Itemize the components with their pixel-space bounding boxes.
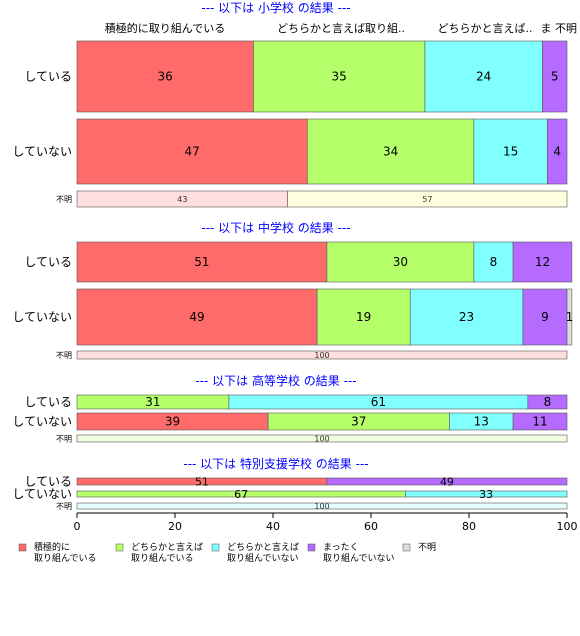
data-label-4-2-2: 67	[234, 488, 248, 501]
data-label-2-1-4: 12	[535, 255, 550, 269]
bar-segment-1-2-2	[306, 118, 475, 185]
column-header-3: どちらかと言えば..	[438, 22, 533, 35]
data-label-2-1-3: 8	[490, 255, 498, 269]
legend-label-line2-3: 取り組んでいない	[227, 552, 299, 564]
panel-title-3: --- 以下は 高等学校 の結果 ---	[195, 373, 356, 388]
bar-segment-3-2-4	[512, 412, 568, 431]
x-tick-label-2: 20	[168, 520, 182, 533]
row-label-4-1: している	[24, 475, 72, 489]
data-label-2-2-4: 9	[541, 310, 549, 324]
data-label-3-1-2: 31	[145, 395, 160, 409]
bar-segment-1-1-2	[253, 40, 426, 113]
data-label-4-1-4: 49	[440, 476, 454, 489]
x-tick-label-5: 80	[462, 520, 476, 533]
data-label-1-1-2: 35	[332, 70, 347, 84]
bar-segment-2-2-3	[409, 288, 524, 346]
data-label-3-2-4: 11	[532, 415, 547, 429]
legend-swatch-2	[115, 543, 124, 552]
column-header-1: 積極的に取り組んでいる	[105, 21, 225, 35]
bar-segment-4-1-4	[326, 477, 568, 486]
data-label-3-2-3: 13	[474, 415, 489, 429]
bar-segment-1-1-4	[542, 40, 568, 113]
row-label-4-2: していない	[12, 487, 72, 501]
data-label-2-3-1: 100	[314, 351, 329, 360]
column-header-4: ま	[541, 22, 552, 35]
legend-label-line1-4: まったく	[323, 542, 359, 553]
bar-segment-2-2-2	[316, 288, 411, 346]
row-label-1-1: している	[24, 70, 72, 84]
data-label-1-1-3: 24	[476, 70, 491, 84]
data-label-4-2-3: 33	[479, 488, 493, 501]
data-label-1-1-4: 5	[551, 70, 559, 84]
bar-segment-2-3-1	[76, 350, 568, 360]
legend-swatch-5	[402, 543, 411, 552]
panel-title-1: --- 以下は 小学校 の結果 ---	[201, 0, 350, 15]
x-tick-label-6: 100	[557, 520, 578, 533]
data-label-1-3-6: 57	[422, 195, 432, 204]
data-label-1-2-4: 4	[553, 145, 561, 159]
x-tick-label-4: 60	[364, 520, 378, 533]
data-label-2-1-2: 30	[393, 255, 408, 269]
legend-label-line1-1: 積極的に	[34, 541, 70, 553]
data-label-4-3-3: 100	[314, 502, 329, 511]
x-tick-label-1: 0	[74, 520, 81, 533]
data-label-2-2-2: 19	[356, 310, 371, 324]
legend-label-line2-2: 取り組んでいる	[131, 552, 194, 564]
panel-title-2: --- 以下は 中学校 の結果 ---	[201, 220, 350, 235]
bar-segment-2-1-4	[512, 241, 573, 283]
data-label-2-2-3: 23	[459, 310, 474, 324]
legend-label-line2-1: 取り組んでいる	[34, 552, 97, 564]
legend-label-line2-4: 取り組んでいない	[323, 552, 395, 564]
data-label-1-3-1: 43	[177, 195, 187, 204]
data-label-1-1-1: 36	[158, 70, 173, 84]
bar-segment-1-3-6	[287, 190, 568, 208]
legend-swatch-3	[211, 543, 220, 552]
data-label-3-1-3: 61	[371, 395, 386, 409]
bar-segment-3-3-2	[76, 434, 568, 443]
column-header-2: どちらかと言えば取り組..	[277, 22, 405, 35]
bar-segment-2-1-2	[326, 241, 475, 283]
row-label-1-2: していない	[12, 145, 72, 159]
bar-segment-3-1-4	[527, 394, 568, 410]
bar-segment-2-1-3	[473, 241, 514, 283]
row-label-3-1: している	[24, 395, 72, 409]
data-label-2-2-1: 49	[189, 310, 204, 324]
bar-segment-1-2-1	[76, 118, 308, 185]
row-label-2-1: している	[24, 255, 72, 269]
data-label-2-2-5: 1	[566, 310, 574, 324]
legend-label-line1-5: 不明	[418, 542, 436, 553]
row-label-3-2: していない	[12, 415, 72, 429]
legend-swatch-1	[18, 543, 27, 552]
data-label-3-2-1: 39	[165, 415, 180, 429]
bar-segment-2-2-4	[522, 288, 568, 346]
data-label-3-3-2: 100	[314, 435, 329, 444]
row-label-2-2: していない	[12, 310, 72, 324]
column-header-5: 不明	[555, 22, 577, 35]
bar-segment-2-2-5	[566, 288, 573, 346]
data-label-3-1-4: 8	[544, 395, 552, 409]
row-label-4-3: 不明	[56, 502, 72, 511]
data-label-1-2-3: 15	[503, 145, 518, 159]
data-label-1-2-1: 47	[185, 145, 200, 159]
bar-segment-1-1-3	[424, 40, 543, 113]
bar-segment-2-1-1	[76, 241, 328, 283]
data-label-3-2-2: 37	[351, 415, 366, 429]
bar-segment-4-3-3	[76, 502, 568, 510]
x-tick-label-3: 40	[266, 520, 280, 533]
bar-segment-4-2-3	[404, 490, 568, 498]
bar-segment-1-1-1	[76, 40, 254, 113]
row-label-2-3: 不明	[56, 351, 72, 360]
legend-label-line1-2: どちらかと言えば	[131, 541, 203, 553]
legend-label-line1-3: どちらかと言えば	[227, 541, 299, 553]
legend-swatch-4	[307, 543, 316, 552]
data-label-4-1-1: 51	[195, 476, 209, 489]
bar-segment-1-2-3	[473, 118, 548, 185]
bar-segment-1-2-4	[547, 118, 568, 185]
data-label-1-2-2: 34	[383, 145, 398, 159]
row-label-3-3: 不明	[56, 435, 72, 444]
panel-title-4: --- 以下は 特別支援学校 の結果 ---	[183, 456, 368, 471]
data-label-2-1-1: 51	[194, 255, 209, 269]
row-label-1-3: 不明	[56, 195, 72, 204]
